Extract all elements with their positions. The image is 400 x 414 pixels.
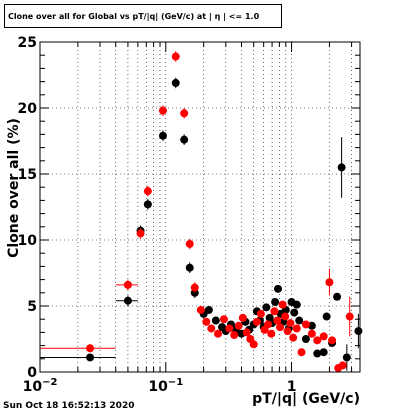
data-point <box>242 328 251 337</box>
data-point <box>322 312 331 321</box>
chart-title: Clone over all for Global vs pT/|q| (GeV… <box>4 4 282 28</box>
data-point <box>211 316 220 325</box>
data-point <box>180 135 189 144</box>
data-point <box>319 348 328 357</box>
data-point <box>202 317 211 326</box>
x-axis-label: pT/|q| (GeV/c) <box>252 391 360 407</box>
data-point <box>234 321 243 330</box>
data-point <box>281 312 290 321</box>
data-point <box>171 52 180 61</box>
data-point <box>207 324 216 333</box>
data-point <box>180 109 189 118</box>
data-point <box>238 313 247 322</box>
data-point <box>196 305 205 314</box>
data-point <box>290 308 299 317</box>
tick-labels: 0 5 10 15 20 25 10−2 10−1 1 <box>18 35 297 395</box>
data-point <box>225 324 234 333</box>
y-tick-label: 10 <box>18 233 38 249</box>
data-point <box>297 348 306 357</box>
data-point <box>273 316 282 325</box>
data-series <box>40 51 363 373</box>
y-tick-label: 25 <box>18 35 37 51</box>
data-point <box>86 353 95 362</box>
data-point <box>338 361 347 370</box>
data-point <box>301 335 310 343</box>
data-point <box>295 316 304 325</box>
data-point <box>313 336 322 345</box>
y-tick-label: 20 <box>18 101 38 117</box>
data-point <box>123 296 132 305</box>
plot-frame <box>39 41 361 373</box>
data-point <box>301 320 310 329</box>
data-point <box>264 320 273 329</box>
data-point <box>328 336 337 345</box>
timestamp: Sun Oct 18 16:52:13 2020 <box>3 401 135 411</box>
data-point <box>278 300 287 309</box>
data-point <box>256 309 265 318</box>
data-point <box>273 284 282 293</box>
data-point <box>136 229 145 238</box>
data-point <box>319 332 328 341</box>
y-tick-label: 15 <box>18 167 37 183</box>
data-point <box>271 298 280 307</box>
data-point <box>204 305 213 314</box>
data-point <box>307 329 316 338</box>
data-point <box>219 315 228 324</box>
data-point <box>123 280 132 289</box>
x-tick-label: 10−2 <box>23 377 58 395</box>
data-point <box>230 331 239 340</box>
data-point <box>158 106 167 115</box>
data-point <box>325 278 334 287</box>
data-point <box>267 329 276 338</box>
data-point <box>337 163 346 172</box>
data-point <box>342 353 351 362</box>
data-point <box>354 327 363 336</box>
y-tick-label: 0 <box>27 365 37 381</box>
y-axis-label: Clone over all (%) <box>6 118 22 258</box>
x-tick-label: 1 <box>287 379 297 395</box>
data-point <box>143 200 152 209</box>
data-point <box>185 239 194 248</box>
data-point <box>158 131 167 140</box>
series-2 <box>40 51 354 373</box>
data-point <box>345 312 354 321</box>
data-point <box>333 292 342 301</box>
data-point <box>252 317 261 326</box>
data-point <box>171 78 180 87</box>
data-point <box>86 344 95 353</box>
data-point <box>249 340 258 349</box>
data-point <box>270 307 279 316</box>
x-tick-label: 10−1 <box>148 377 183 395</box>
data-point <box>262 303 271 312</box>
data-point <box>289 333 298 342</box>
data-point <box>213 329 222 338</box>
data-point <box>276 323 285 332</box>
data-point <box>185 263 194 272</box>
y-tick-label: 5 <box>27 299 37 315</box>
data-point <box>283 327 292 336</box>
data-point <box>307 321 316 330</box>
data-point <box>313 349 322 358</box>
data-point <box>292 300 301 309</box>
data-point <box>292 324 301 333</box>
data-point <box>143 187 152 196</box>
grid <box>40 42 360 372</box>
plot-frame-bg <box>40 42 360 372</box>
data-point <box>190 283 199 292</box>
data-point <box>286 319 295 328</box>
